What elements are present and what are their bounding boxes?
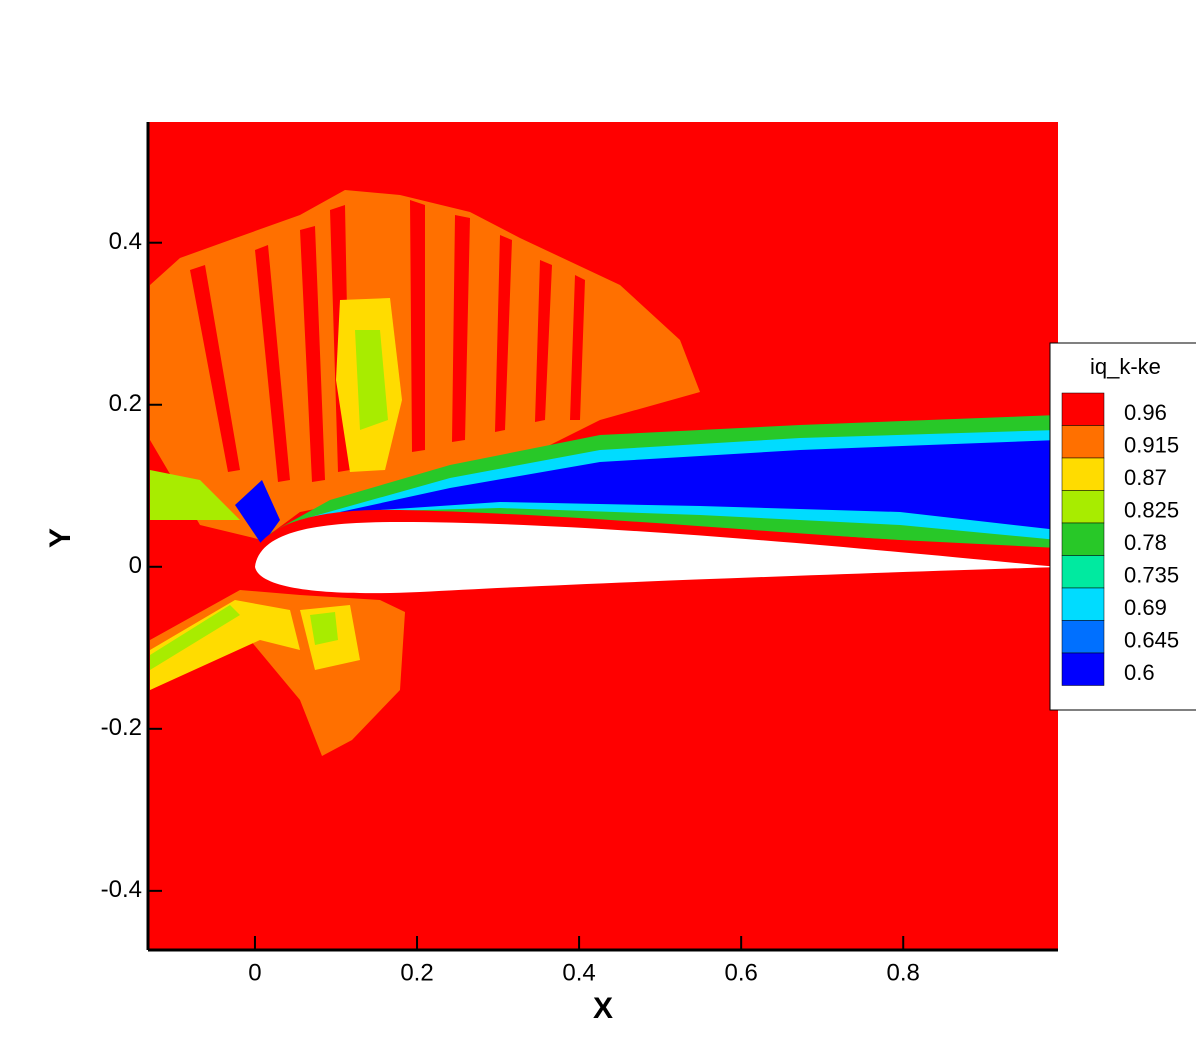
x-tick-label: 0.2 <box>400 959 433 986</box>
y-tick-label: 0.4 <box>109 228 142 255</box>
legend-swatch <box>1061 490 1105 524</box>
x-axis-title: X <box>593 992 613 1025</box>
legend-label: 0.735 <box>1124 562 1179 587</box>
airfoil <box>255 522 1058 594</box>
legend-swatch <box>1061 457 1105 491</box>
contour-region <box>235 440 1058 545</box>
legend-label: 0.78 <box>1124 530 1167 555</box>
legend-swatch <box>1061 425 1105 459</box>
legend-swatch <box>1061 587 1105 621</box>
contour-region <box>190 200 585 482</box>
legend-swatch <box>1061 522 1105 556</box>
y-tick-label: 0.2 <box>109 390 142 417</box>
legend-label: 0.915 <box>1124 432 1179 457</box>
y-tick-label: 0 <box>129 552 142 579</box>
contour-region <box>150 605 338 670</box>
legend-label: 0.87 <box>1124 465 1167 490</box>
legend-label: 0.96 <box>1124 400 1167 425</box>
x-tick-label: 0.6 <box>724 959 757 986</box>
y-axis-title: Y <box>44 528 77 548</box>
legend-swatch <box>1061 555 1105 589</box>
x-tick-label: 0.4 <box>562 959 595 986</box>
legend-label: 0.69 <box>1124 595 1167 620</box>
y-tick-label: -0.4 <box>101 876 142 903</box>
x-tick-label: 0.8 <box>887 959 920 986</box>
contour-region <box>150 330 388 520</box>
x-tick-label: 0 <box>248 959 261 986</box>
legend-label: 0.645 <box>1124 627 1179 652</box>
legend-swatch <box>1061 652 1105 686</box>
legend-title: iq_k-ke <box>1090 354 1161 379</box>
y-tick-label: -0.2 <box>101 714 142 741</box>
contour-field <box>148 122 1058 950</box>
legend-label: 0.6 <box>1124 660 1155 685</box>
legend-swatch <box>1061 392 1105 426</box>
legend-label: 0.825 <box>1124 497 1179 522</box>
legend-swatch <box>1061 620 1105 654</box>
